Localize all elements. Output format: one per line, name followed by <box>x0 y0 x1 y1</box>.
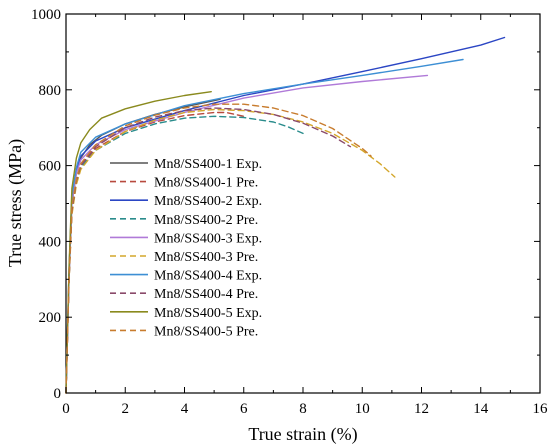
y-axis: 0 200 400 600 800 1000 <box>31 7 540 402</box>
x-tick-label: 14 <box>473 401 489 417</box>
series-line-6 <box>65 108 396 394</box>
legend-label-3: Mn8/SS400-2 Exp. <box>154 194 262 209</box>
series-line-10 <box>65 103 372 394</box>
legend-label-5: Mn8/SS400-3 Exp. <box>154 231 262 246</box>
legend-label-6: Mn8/SS400-3 Pre. <box>154 250 258 265</box>
y-tick-label: 800 <box>39 83 62 99</box>
plot-frame <box>65 13 541 394</box>
plot-area <box>65 13 541 394</box>
y-tick-label: 400 <box>39 234 62 250</box>
x-axis: 0 2 4 6 8 10 12 14 16 <box>62 14 548 417</box>
legend-label-8: Mn8/SS400-4 Pre. <box>154 287 258 302</box>
legend: Mn8/SS400-1 Exp. Mn8/SS400-1 Pre. Mn8/SS40… <box>110 157 262 339</box>
y-tick-label: 1000 <box>31 7 61 23</box>
series-line-7 <box>65 58 464 394</box>
x-tick-label: 12 <box>414 401 429 417</box>
x-tick-label: 8 <box>299 401 307 417</box>
y-tick-label: 600 <box>39 159 62 175</box>
x-tick-label: 2 <box>122 401 130 417</box>
legend-label-2: Mn8/SS400-1 Pre. <box>154 176 258 191</box>
legend-label-10: Mn8/SS400-5 Pre. <box>154 324 258 339</box>
y-axis-title: True stress (MPa) <box>5 139 26 267</box>
series-line-9 <box>65 90 212 394</box>
legend-label-4: Mn8/SS400-2 Pre. <box>154 213 258 228</box>
y-tick-label: 200 <box>39 310 62 326</box>
x-tick-label: 4 <box>181 401 189 417</box>
x-tick-label: 6 <box>240 401 248 417</box>
x-tick-label: 16 <box>533 401 549 417</box>
y-tick-label: 0 <box>54 386 62 402</box>
legend-label-1: Mn8/SS400-1 Exp. <box>154 157 262 172</box>
x-tick-label: 0 <box>62 401 70 417</box>
x-tick-label: 10 <box>355 401 370 417</box>
legend-label-9: Mn8/SS400-5 Exp. <box>154 306 262 321</box>
legend-label-7: Mn8/SS400-4 Exp. <box>154 269 262 284</box>
x-axis-title: True strain (%) <box>248 424 357 445</box>
